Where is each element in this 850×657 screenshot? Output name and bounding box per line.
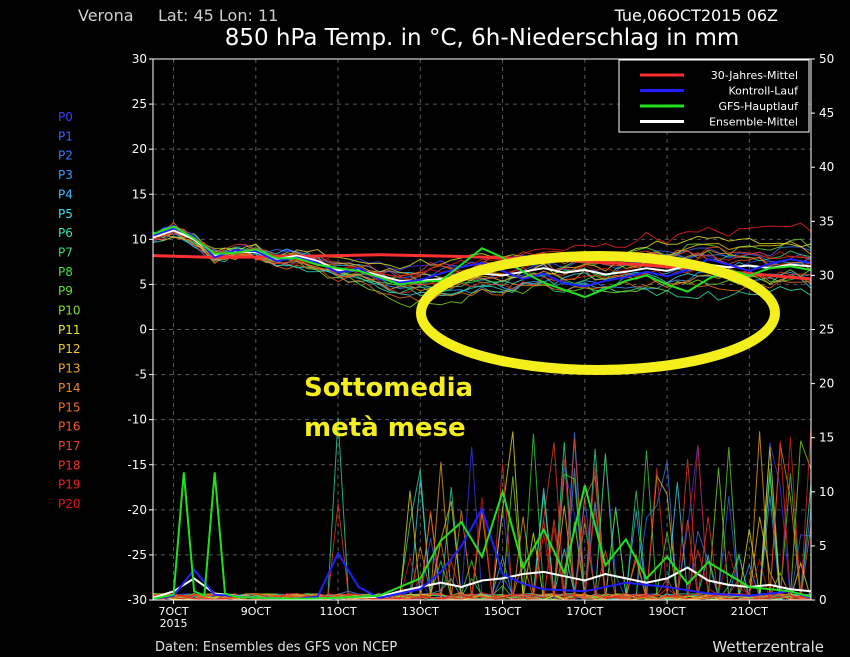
member-temp-line-p17	[152, 227, 812, 277]
member-label-p13: P13	[58, 362, 81, 376]
member-label-p19: P19	[58, 478, 81, 492]
member-label-p2: P2	[58, 149, 73, 163]
y-left-tick-label: 10	[132, 232, 147, 246]
x-tick-label: 7OCT	[159, 605, 189, 618]
legend: 30-Jahres-Mittel Kontroll-Lauf GFS-Hauptla…	[618, 59, 810, 133]
y-right-tick-label: 40	[819, 160, 834, 174]
y-right-tick-label: 30	[819, 268, 834, 282]
member-label-p0: P0	[58, 110, 73, 124]
y-left-tick-label: 20	[132, 142, 147, 156]
series-right-gfs-hauptlauf	[152, 472, 812, 600]
legend-label-ensemble-mittel: Ensemble-Mittel	[709, 116, 798, 129]
x-tick-label: 19OCT	[649, 605, 686, 618]
y-left-tick-label: -10	[127, 413, 147, 427]
data-source: Daten: Ensembles des GFS von NCEP	[155, 640, 397, 655]
member-label-p4: P4	[58, 187, 73, 201]
member-labels: P0 P1 P2 P3 P4 P5 P6 P7 P8 P9 P10 P11 P12 P13 P14 P15 P1…	[58, 110, 81, 511]
legend-label-30-jahres-mittel: 30-Jahres-Mittel	[711, 69, 798, 82]
member-label-p9: P9	[58, 284, 73, 298]
member-label-p17: P17	[58, 439, 81, 453]
annotation-line-1: Sottomedia	[304, 373, 473, 403]
y-axis-left: 30 25 20 15 10 5 0 -5 -10 -15 -20 -25 -30	[127, 52, 153, 607]
member-label-p12: P12	[58, 342, 81, 356]
member-label-p8: P8	[58, 265, 73, 279]
y-right-tick-label: 50	[819, 52, 834, 66]
legend-label-kontroll-lauf: Kontroll-Lauf	[729, 85, 800, 98]
member-label-p3: P3	[58, 168, 73, 182]
y-right-tick-label: 10	[819, 485, 834, 499]
y-right-tick-label: 45	[819, 106, 834, 120]
member-label-p14: P14	[58, 381, 81, 395]
y-left-tick-label: -15	[127, 458, 147, 472]
series-left-gfs-hauptlauf	[152, 225, 812, 299]
annotation-line-2: metà mese	[304, 413, 466, 443]
x-tick-label: 11OCT	[320, 605, 357, 618]
member-label-p11: P11	[58, 323, 81, 337]
y-left-tick-label: 15	[132, 187, 147, 201]
y-right-tick-label: 15	[819, 431, 834, 445]
y-left-tick-label: 30	[132, 52, 147, 66]
y-left-tick-label: -25	[127, 548, 147, 562]
x-tick-sublabel: 2015	[160, 617, 188, 630]
coords-label: Lat: 45 Lon: 11	[158, 6, 278, 25]
member-temp-line-p13	[152, 236, 812, 292]
member-label-p1: P1	[58, 129, 73, 143]
x-tick-label: 17OCT	[566, 605, 603, 618]
member-label-p10: P10	[58, 304, 81, 318]
y-right-tick-label: 25	[819, 323, 834, 337]
y-right-tick-label: 20	[819, 377, 834, 391]
y-right-tick-label: 35	[819, 214, 834, 228]
x-tick-label: 15OCT	[484, 605, 521, 618]
x-tick-label: 13OCT	[402, 605, 439, 618]
y-left-tick-label: 0	[139, 323, 147, 337]
legend-label-gfs-hauptlauf: GFS-Hauptlauf	[718, 100, 799, 113]
member-label-p7: P7	[58, 245, 73, 259]
brand-label: Wetterzentrale	[712, 638, 824, 656]
member-precip-line-p20	[152, 445, 812, 601]
highlight-ellipse	[416, 251, 780, 375]
x-tick-label: 21OCT	[731, 605, 768, 618]
run-label: Tue,06OCT2015 06Z	[614, 6, 778, 25]
x-tick-label: 9OCT	[241, 605, 271, 618]
y-left-tick-label: -30	[127, 593, 147, 607]
y-right-tick-label: 0	[819, 593, 827, 607]
y-right-tick-label: 5	[819, 539, 827, 553]
member-label-p18: P18	[58, 458, 81, 472]
location-label: Verona	[78, 6, 134, 25]
chart-title: 850 hPa Temp. in °C, 6h-Niederschlag in …	[225, 25, 740, 51]
member-label-p6: P6	[58, 226, 73, 240]
y-left-tick-label: 5	[139, 277, 147, 291]
member-label-p20: P20	[58, 497, 81, 511]
y-left-tick-label: 25	[132, 97, 147, 111]
member-label-p5: P5	[58, 207, 73, 221]
y-left-tick-label: -5	[135, 368, 147, 382]
member-label-p15: P15	[58, 400, 81, 414]
member-label-p16: P16	[58, 420, 81, 434]
y-left-tick-label: -20	[127, 503, 147, 517]
